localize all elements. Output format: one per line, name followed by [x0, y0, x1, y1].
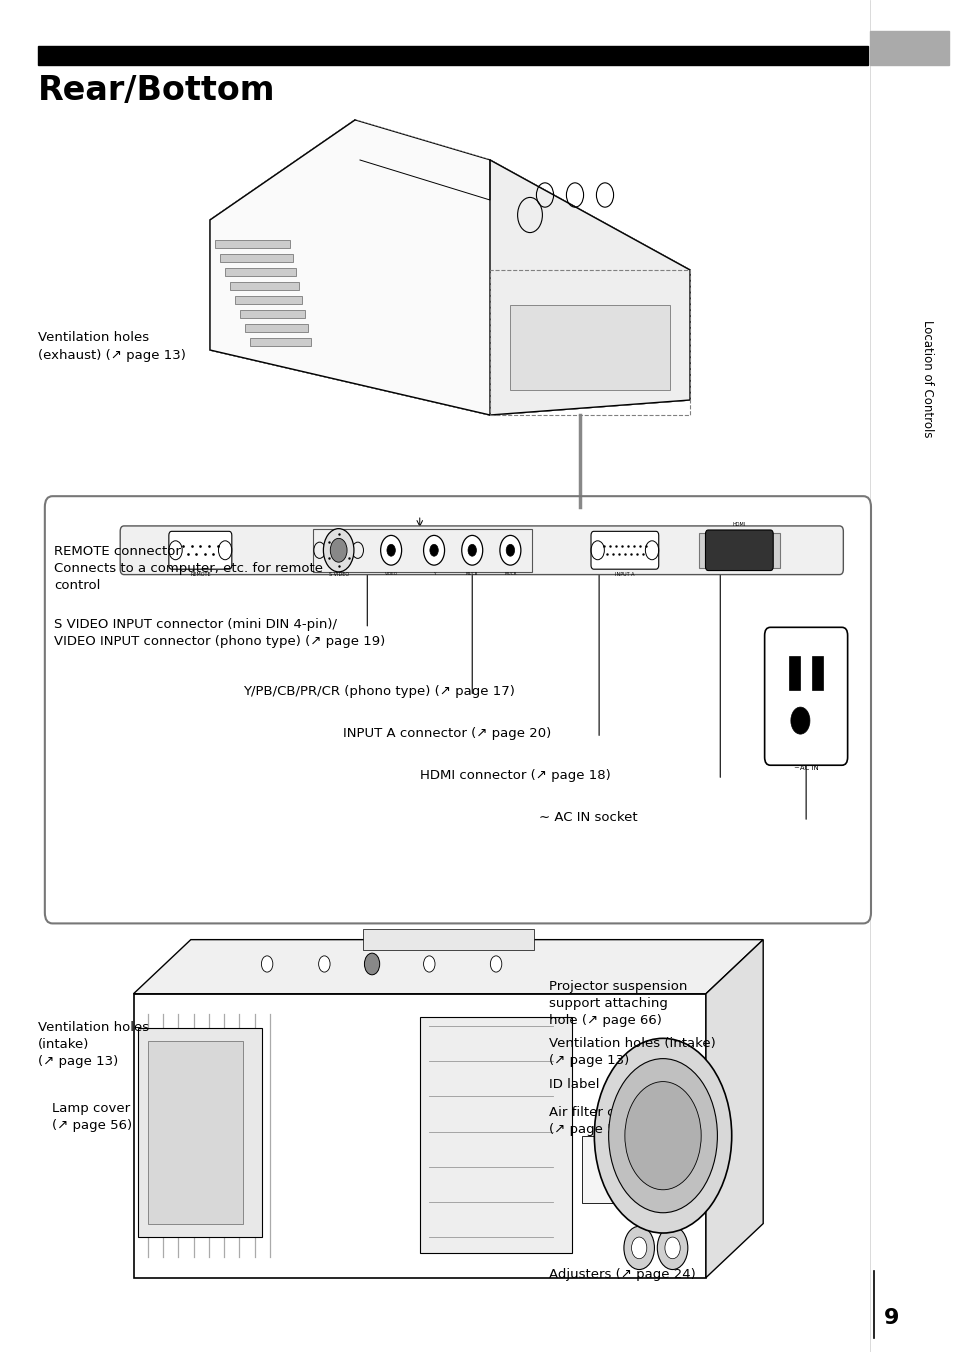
Polygon shape: [250, 338, 311, 346]
Bar: [138, 1028, 262, 1237]
Circle shape: [499, 535, 520, 565]
Bar: [869, 31, 948, 65]
Text: Ventilation holes
(intake)
(↗ page 13): Ventilation holes (intake) (↗ page 13): [38, 1021, 149, 1068]
Text: Y/PB/CB/PR/CR (phono type) (↗ page 17): Y/PB/CB/PR/CR (phono type) (↗ page 17): [243, 685, 515, 699]
Circle shape: [506, 545, 514, 556]
Bar: [362, 929, 534, 950]
Text: Adjusters (↗ page 24): Adjusters (↗ page 24): [548, 1268, 695, 1282]
Text: INPUT A connector (↗ page 20): INPUT A connector (↗ page 20): [343, 727, 551, 741]
Text: S VIDEO INPUT connector (mini DIN 4-pin)/
VIDEO INPUT connector (phono type) (↗ : S VIDEO INPUT connector (mini DIN 4-pin)…: [54, 618, 385, 648]
Polygon shape: [355, 120, 490, 200]
Circle shape: [468, 545, 476, 556]
Circle shape: [631, 1237, 646, 1259]
Circle shape: [323, 529, 354, 572]
Polygon shape: [240, 310, 305, 318]
Circle shape: [664, 1237, 679, 1259]
Circle shape: [608, 1059, 717, 1213]
Circle shape: [423, 956, 435, 972]
Text: REMOTE connector
Connects to a computer, etc. for remote
control: REMOTE connector Connects to a computer,…: [54, 545, 323, 592]
Text: INPUT A: INPUT A: [615, 572, 634, 577]
Text: ID label: ID label: [548, 1078, 598, 1091]
Text: HDMI connector (↗ page 18): HDMI connector (↗ page 18): [419, 769, 610, 783]
Circle shape: [624, 1082, 700, 1190]
Polygon shape: [133, 940, 762, 994]
FancyBboxPatch shape: [169, 531, 232, 569]
Polygon shape: [490, 160, 689, 415]
Text: HDMI: HDMI: [732, 522, 745, 527]
Text: Lamp cover
(↗ page 56): Lamp cover (↗ page 56): [52, 1102, 132, 1132]
Polygon shape: [234, 296, 302, 304]
Bar: [698, 533, 779, 568]
Circle shape: [657, 1226, 687, 1270]
Bar: [510, 306, 669, 389]
Circle shape: [318, 956, 330, 972]
Bar: [788, 656, 800, 690]
FancyBboxPatch shape: [590, 531, 659, 569]
Text: Ventilation holes
(exhaust) (↗ page 13): Ventilation holes (exhaust) (↗ page 13): [38, 331, 186, 362]
FancyBboxPatch shape: [120, 526, 842, 575]
Text: Ventilation holes (intake)
(↗ page 13): Ventilation holes (intake) (↗ page 13): [548, 1037, 715, 1067]
Polygon shape: [220, 254, 293, 262]
Bar: [313, 529, 532, 572]
Text: Rear/Bottom: Rear/Bottom: [38, 74, 275, 107]
Polygon shape: [225, 268, 295, 276]
Bar: [38, 46, 867, 65]
Polygon shape: [705, 940, 762, 1278]
Circle shape: [490, 956, 501, 972]
Polygon shape: [245, 324, 308, 333]
Text: Air filter cover
(↗ page 57): Air filter cover (↗ page 57): [548, 1106, 643, 1136]
Circle shape: [790, 707, 809, 734]
Text: Y: Y: [433, 572, 435, 576]
Text: PR/CR: PR/CR: [503, 572, 517, 576]
Bar: [811, 656, 822, 690]
FancyBboxPatch shape: [704, 530, 772, 571]
Text: PB/CB: PB/CB: [465, 572, 478, 576]
Bar: [419, 1017, 572, 1253]
Text: ∼ AC IN socket: ∼ AC IN socket: [538, 811, 637, 825]
Polygon shape: [230, 283, 298, 289]
Bar: [581, 1136, 667, 1203]
Text: VIDEO: VIDEO: [384, 572, 397, 576]
Polygon shape: [210, 120, 689, 415]
Text: ~AC IN: ~AC IN: [793, 765, 818, 771]
Text: REMOTE: REMOTE: [190, 572, 211, 577]
Polygon shape: [214, 241, 290, 247]
FancyBboxPatch shape: [763, 627, 846, 765]
Bar: [869, 0, 953, 1352]
Polygon shape: [210, 120, 490, 415]
Text: Projector suspension
support attaching
hole (↗ page 66): Projector suspension support attaching h…: [548, 980, 686, 1028]
Text: 9: 9: [883, 1307, 899, 1328]
Circle shape: [461, 535, 482, 565]
Circle shape: [594, 1038, 731, 1233]
Bar: [148, 1041, 243, 1224]
Circle shape: [623, 1226, 654, 1270]
Bar: [133, 994, 705, 1278]
Circle shape: [261, 956, 273, 972]
Circle shape: [330, 538, 347, 562]
Circle shape: [380, 535, 401, 565]
Circle shape: [430, 545, 437, 556]
Text: S VIDEO: S VIDEO: [328, 572, 349, 577]
Text: Location of Controls: Location of Controls: [920, 320, 933, 437]
Circle shape: [387, 545, 395, 556]
Circle shape: [364, 953, 379, 975]
Bar: [490, 270, 689, 415]
Circle shape: [423, 535, 444, 565]
